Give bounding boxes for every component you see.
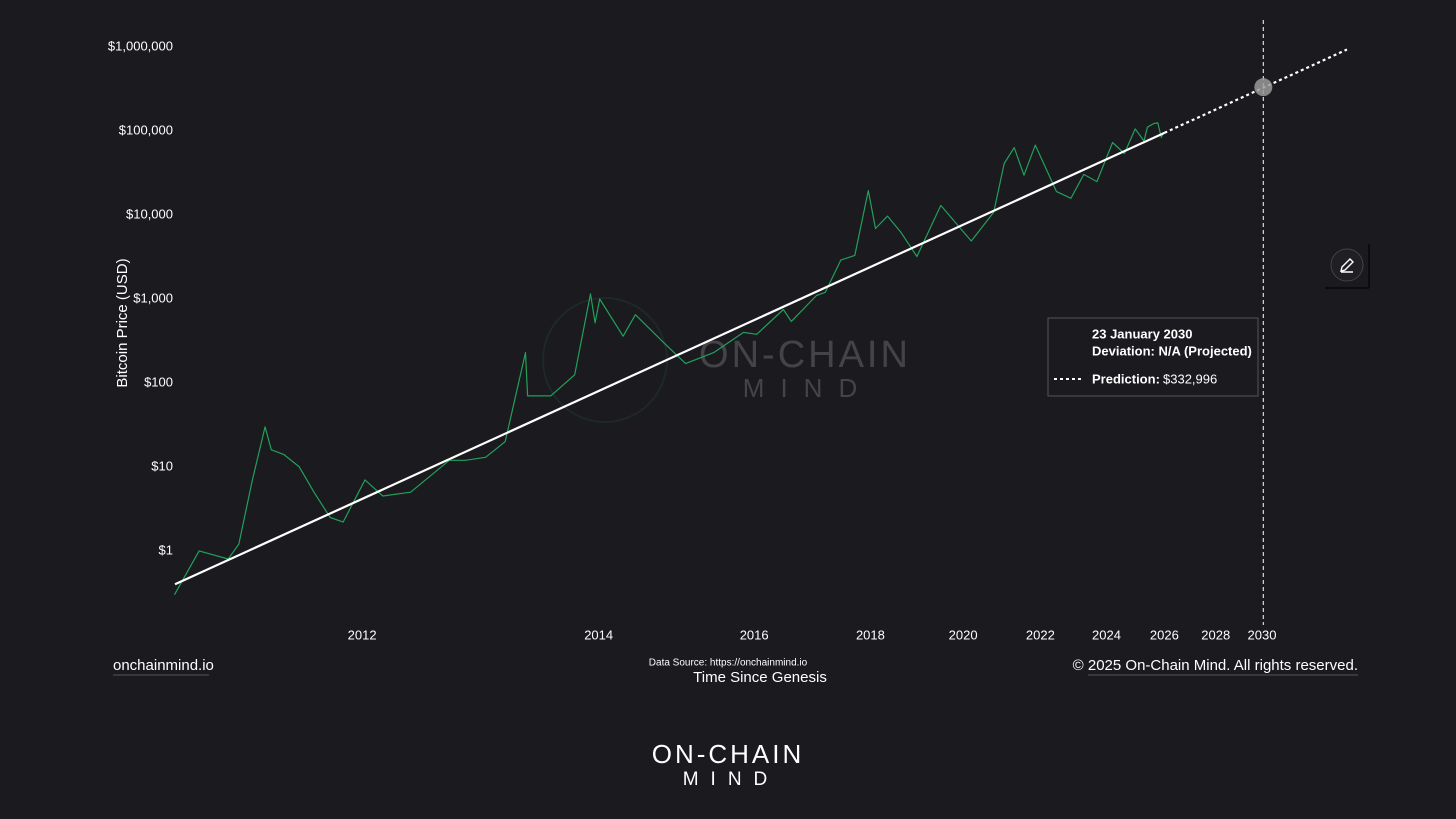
watermark-line2: MIND xyxy=(743,373,873,403)
x-tick-label: 2026 xyxy=(1150,627,1179,642)
x-tick-label: 2028 xyxy=(1201,627,1230,642)
x-tick-label: 2022 xyxy=(1026,627,1055,642)
x-tick-label: 2018 xyxy=(856,627,885,642)
y-tick-label: $100 xyxy=(144,374,173,389)
y-tick-label: $1 xyxy=(159,542,173,557)
tooltip-date: 23 January 2030 xyxy=(1092,326,1192,341)
watermark-line1: ON-CHAIN xyxy=(699,334,911,376)
tooltip-prediction-label: Prediction: xyxy=(1092,371,1160,386)
x-tick-label: 2020 xyxy=(949,627,978,642)
y-tick-label: $1,000 xyxy=(133,290,173,305)
x-tick-label: 2014 xyxy=(584,627,613,642)
trend-line xyxy=(174,131,1165,586)
prediction-marker xyxy=(1254,78,1273,97)
button-circle[interactable] xyxy=(1330,248,1364,282)
copyright: © 2025 On-Chain Mind. All rights reserve… xyxy=(1073,657,1358,674)
y-tick-label: $10 xyxy=(151,458,173,473)
tooltip: 23 January 2030 Deviation: N/A (Projecte… xyxy=(1047,317,1259,397)
x-tick-label: 2012 xyxy=(348,627,377,642)
y-axis-label: Bitcoin Price (USD) xyxy=(114,258,131,387)
logo-line1: ON-CHAIN xyxy=(652,739,805,769)
tooltip-deviation: Deviation: N/A (Projected) xyxy=(1092,343,1252,358)
tooltip-prediction: $332,996 xyxy=(1163,371,1217,386)
site-link[interactable]: onchainmind.io xyxy=(113,657,214,674)
x-axis-label: Time Since Genesis xyxy=(693,669,827,686)
edit-button[interactable] xyxy=(1325,244,1370,289)
data-source: Data Source: https://onchainmind.io xyxy=(649,658,808,669)
price-line xyxy=(173,122,1164,596)
logo-line2: MIND xyxy=(683,769,780,790)
x-tick-label: 2024 xyxy=(1092,627,1121,642)
tooltip-box xyxy=(1047,317,1259,397)
plot: $1 $10 $100 $1,000 $10,000 $100,000 $1,000,000… xyxy=(108,20,1348,642)
x-tick-label: 2016 xyxy=(740,627,769,642)
x-tick-label: 2030 xyxy=(1248,627,1277,642)
y-tick-label: $10,000 xyxy=(126,206,173,221)
watermark: ON-CHAIN MIND xyxy=(542,297,911,423)
pencil-icon xyxy=(1340,258,1354,273)
y-tick-label: $1,000,000 xyxy=(108,38,173,53)
y-tick-label: $100,000 xyxy=(119,122,173,137)
